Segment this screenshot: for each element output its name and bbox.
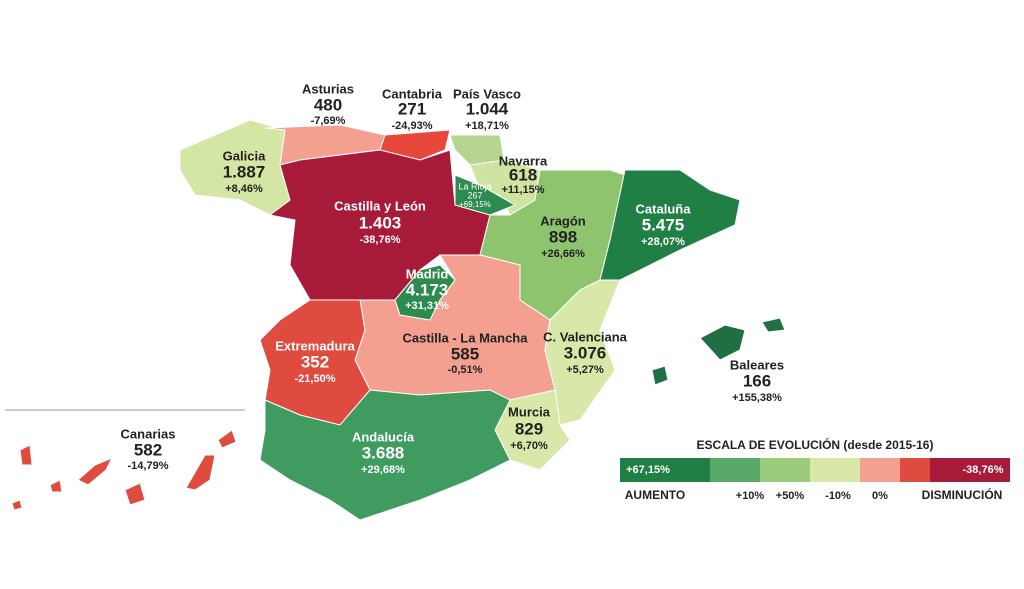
region-change: +155,38% bbox=[732, 392, 782, 404]
legend-swatch bbox=[620, 458, 710, 482]
canarias bbox=[217, 429, 237, 449]
baleares bbox=[699, 324, 746, 361]
castilla-y-leon bbox=[268, 149, 491, 301]
region-change: +11,15% bbox=[501, 184, 544, 196]
legend-min: -38,76% bbox=[963, 464, 1004, 476]
legend: ESCALA DE EVOLUCIÓN (desde 2015-16) +67,… bbox=[620, 437, 1010, 502]
region-change: -7,69% bbox=[311, 115, 346, 127]
region-change: +18,71% bbox=[465, 120, 509, 132]
region-name: Baleares bbox=[730, 357, 784, 372]
region-name: Castilla - La Mancha bbox=[403, 330, 529, 345]
andalucia bbox=[259, 389, 511, 521]
legend-step: +50% bbox=[776, 490, 805, 502]
region-value: 618 bbox=[509, 165, 537, 184]
legend-swatch bbox=[900, 458, 930, 482]
legend-step: +10% bbox=[736, 490, 765, 502]
region-value: 5.475 bbox=[642, 215, 685, 234]
region-value: 1.887 bbox=[223, 162, 266, 181]
region-value: 1.044 bbox=[466, 99, 509, 118]
canarias bbox=[11, 499, 23, 511]
region-name: País Vasco bbox=[453, 86, 521, 101]
region-name: Asturias bbox=[302, 81, 354, 96]
region-value: 3.688 bbox=[362, 443, 405, 462]
region-change: -21,50% bbox=[295, 373, 336, 385]
region-change: -24,93% bbox=[392, 120, 433, 132]
region-name: Cataluña bbox=[636, 201, 692, 216]
cataluna bbox=[599, 169, 741, 281]
region-change: +8,46% bbox=[225, 183, 263, 195]
labels: Asturias 480 -7,69% Cantabria 271 -24,93… bbox=[121, 81, 785, 475]
region-value: 582 bbox=[134, 440, 162, 459]
legend-swatch bbox=[860, 458, 900, 482]
legend-step: 0% bbox=[872, 490, 888, 502]
region-change: +26,66% bbox=[541, 248, 585, 260]
region-name: Galicia bbox=[223, 148, 266, 163]
region-value: 1.403 bbox=[359, 213, 402, 232]
region-value: 480 bbox=[314, 95, 342, 114]
region-value: 4.173 bbox=[406, 280, 449, 299]
region-name: La Rioja bbox=[458, 181, 491, 191]
legend-swatch bbox=[710, 458, 760, 482]
region-name: Aragón bbox=[540, 213, 586, 228]
region-change: -0,51% bbox=[448, 364, 483, 376]
canarias bbox=[124, 482, 146, 506]
region-name: Extremadura bbox=[275, 338, 355, 353]
region-name: Castilla y León bbox=[334, 198, 426, 213]
legend-step: -10% bbox=[825, 490, 851, 502]
region-name: Murcia bbox=[508, 404, 551, 419]
legend-swatch bbox=[810, 458, 860, 482]
region-change: +29,68% bbox=[361, 464, 405, 476]
pais-vasco bbox=[449, 134, 506, 166]
region-value: 898 bbox=[549, 227, 577, 246]
region-change: -14,79% bbox=[128, 460, 169, 472]
canarias bbox=[49, 479, 63, 493]
region-name: Andalucía bbox=[352, 429, 415, 444]
madrid bbox=[394, 264, 456, 321]
region-name: Navarra bbox=[499, 153, 548, 168]
region-name: Canarias bbox=[121, 426, 176, 441]
region-value: 3.076 bbox=[564, 343, 607, 362]
region-value: 271 bbox=[398, 99, 426, 118]
baleares bbox=[651, 365, 669, 386]
c-valenciana bbox=[544, 279, 621, 426]
legend-title: ESCALA DE EVOLUCIÓN (desde 2015-16) bbox=[697, 437, 934, 452]
canarias bbox=[19, 444, 33, 466]
region-value: 267 bbox=[467, 190, 482, 200]
legend-increase: AUMENTO bbox=[625, 488, 685, 502]
legend-decrease: DISMINUCIÓN bbox=[922, 487, 1003, 502]
region-change: +5,27% bbox=[566, 364, 604, 376]
legend-max: +67,15% bbox=[626, 464, 670, 476]
canarias bbox=[77, 457, 114, 486]
legend-swatch bbox=[930, 458, 1010, 482]
region-change: -38,76% bbox=[360, 234, 401, 246]
region-change: +69,15% bbox=[459, 200, 491, 209]
region-value: 585 bbox=[451, 344, 479, 363]
region-value: 829 bbox=[515, 419, 543, 438]
regions bbox=[5, 119, 786, 521]
canarias bbox=[185, 454, 216, 491]
baleares bbox=[761, 317, 786, 333]
region-name: Cantabria bbox=[382, 86, 443, 101]
la-rioja bbox=[454, 174, 517, 216]
region-value: 352 bbox=[301, 352, 329, 371]
region-name: Madrid bbox=[406, 266, 449, 281]
region-change: +28,07% bbox=[641, 236, 685, 248]
legend-swatch bbox=[760, 458, 810, 482]
region-change: +31,31% bbox=[405, 300, 449, 312]
region-value: 166 bbox=[743, 371, 771, 390]
cantabria bbox=[379, 129, 451, 161]
region-change: +6,70% bbox=[510, 440, 548, 452]
region-name: C. Valenciana bbox=[543, 329, 628, 344]
